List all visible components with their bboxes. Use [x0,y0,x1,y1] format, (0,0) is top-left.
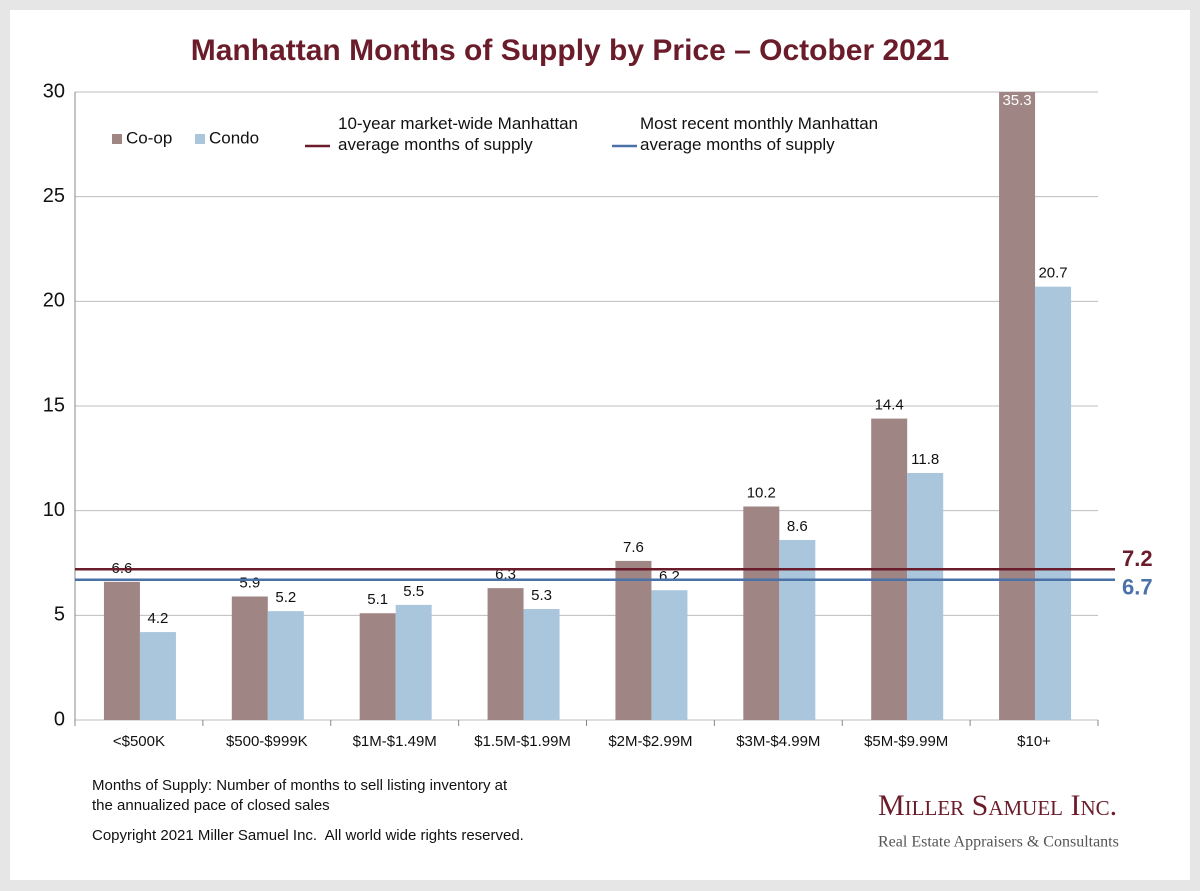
x-tick-label: $5M-$9.99M [864,733,948,750]
y-tick-label: 30 [43,80,65,102]
y-tick-label: 10 [43,499,65,521]
footnote: Months of Supply: Number of months to se… [92,777,508,814]
bar [999,92,1036,720]
reference-label: 6.7 [1122,575,1153,600]
bar [1035,286,1072,720]
data-label: 11.8 [911,451,939,468]
y-tick-label: 20 [43,290,65,312]
x-tick-label: $1.5M-$1.99M [474,733,571,750]
x-tick-label: $2M-$2.99M [608,733,692,750]
bar [743,506,780,720]
x-tick-label: $1M-$1.49M [353,733,437,750]
bar [231,596,268,720]
data-label: 7.6 [623,539,644,556]
x-tick-label: $3M-$4.99M [736,733,820,750]
x-tick-label: $500-$999K [226,733,308,750]
legend-text: Most recent monthly Manhattan average mo… [640,114,879,154]
bar [395,604,432,720]
copyright: Copyright 2021 Miller Samuel Inc. All wo… [92,827,524,844]
bar [267,611,304,720]
legend-swatch [195,134,205,144]
data-label: 5.1 [367,591,388,608]
bar [103,581,140,720]
y-tick-label: 0 [54,708,65,730]
bar [359,613,396,720]
legend-text: 10-year market-wide Manhattan average mo… [338,114,579,154]
y-tick-label: 25 [43,185,65,207]
bar [487,588,524,720]
bar [907,472,944,720]
y-tick-label: 5 [54,604,65,626]
x-tick-label: $10+ [1017,733,1051,750]
reference-label: 7.2 [1122,546,1153,571]
data-label: 20.7 [1038,265,1067,282]
bar [523,609,560,720]
logo-name: Miller Samuel Inc. [878,789,1117,822]
bar [779,539,816,720]
data-label: 10.2 [747,484,776,501]
panel [10,10,1190,880]
data-label: 14.4 [875,397,904,414]
chart-title: Manhattan Months of Supply by Price – Oc… [191,34,949,67]
bar [651,590,688,720]
legend-label: Condo [209,128,259,147]
data-label: 5.2 [275,589,296,606]
data-label: 4.2 [148,610,169,627]
data-label: 5.5 [403,583,424,600]
y-tick-label: 15 [43,394,65,416]
data-label: 5.9 [239,574,260,591]
data-label: 8.6 [787,518,808,535]
bar [139,632,176,720]
legend-swatch [112,134,122,144]
legend-label: Co-op [126,128,172,147]
logo-tagline: Real Estate Appraisers & Consultants [878,834,1119,851]
data-label: 6.2 [659,568,680,585]
data-label: 35.3 [1002,92,1031,109]
bar [615,560,652,720]
data-label: 5.3 [531,587,552,604]
x-tick-label: <$500K [113,733,165,750]
